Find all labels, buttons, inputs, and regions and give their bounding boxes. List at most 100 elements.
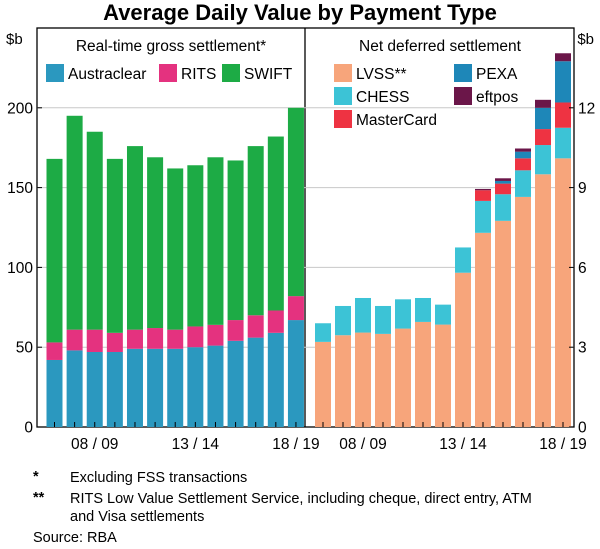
footnote-2-mark: ** [33,490,45,506]
rtgs-bar-rits [66,329,83,351]
rtgs-bar-swift [187,165,204,327]
footnote-1-text: Excluding FSS transactions [70,470,248,486]
dns-bar-lvss [435,324,451,427]
rtgs-legend-label: RITS [181,66,216,83]
dns-legend-swatch [334,64,352,82]
rtgs-y-tick-label: 200 [7,100,33,117]
rtgs-bar-austraclear [187,347,204,427]
rtgs-bar-rits [147,328,164,349]
rtgs-bar-rits [167,329,184,349]
rtgs-bar-austraclear [227,340,244,427]
dns-legend-label: CHESS [356,89,409,106]
dns-bar-chess [415,297,431,322]
rtgs-y-tick-label: 0 [24,420,33,437]
dns-bar-lvss [535,174,551,427]
rtgs-bar-swift [167,168,184,330]
dns-bar-chess [535,145,551,175]
rtgs-bar-swift [287,107,304,297]
dns-bar-chess [495,194,511,221]
dns-bar-lvss [515,196,531,427]
dns-y-tick-label: 9 [578,180,587,197]
dns-legend-label: MasterCard [356,112,437,129]
rtgs-x-tick-label: 13 / 14 [172,436,220,453]
rtgs-bar-swift [247,146,264,316]
dns-legend-swatch [454,87,472,105]
dns-bar-mastercard [515,158,531,171]
dns-bar-lvss [375,333,391,427]
dns-bar-mastercard [495,183,511,195]
rtgs-bar-swift [207,157,224,325]
dns-bar-eftpos [555,53,571,62]
y-unit-left: $b [6,31,23,48]
dns-panel-title: Net deferred settlement [359,38,522,55]
dns-bar-chess [475,200,491,233]
dns-bar-chess [315,323,331,342]
dns-bar-chess [435,304,451,325]
rtgs-bar-austraclear [147,348,164,427]
dns-bar-lvss [335,335,351,427]
rtgs-x-tick-label: 08 / 09 [71,436,118,453]
footnote-1-mark: * [33,469,39,485]
rtgs-bar-austraclear [66,350,83,427]
rtgs-bar-austraclear [46,359,63,427]
rtgs-y-tick-label: 150 [7,180,33,197]
rtgs-bar-swift [267,136,284,311]
dns-legend-swatch [454,64,472,82]
dns-x-tick-label: 18 / 19 [539,436,586,453]
rtgs-bar-swift [106,158,123,333]
dns-x-tick-label: 13 / 14 [439,436,487,453]
dns-legend-label: eftpos [476,89,518,106]
rtgs-bar-swift [86,131,103,330]
source-note: Source: RBA [33,530,117,546]
rtgs-bar-swift [46,158,63,343]
dns-bar-pexa [515,151,531,159]
dns-legend-label: PEXA [476,66,518,83]
footnote-2-text: RITS Low Value Settlement Service, inclu… [70,491,532,525]
rtgs-bar-rits [207,324,224,346]
rtgs-bar-rits [247,315,264,338]
rtgs-panel-title: Real-time gross settlement* [76,38,266,55]
dns-bar-pexa [535,107,551,130]
rtgs-bar-austraclear [287,320,304,427]
rtgs-bar-rits [86,329,103,352]
rtgs-y-tick-label: 50 [16,340,34,357]
rtgs-bar-rits [46,342,63,360]
rtgs-legend-swatch [46,64,64,82]
rtgs-bar-rits [126,329,143,349]
dns-bar-lvss [415,321,431,427]
rtgs-legend-swatch [222,64,240,82]
dns-bar-eftpos [535,99,551,108]
rtgs-bar-rits [267,310,284,333]
dns-bar-pexa [555,61,571,103]
dns-y-tick-label: 12 [578,100,595,117]
dns-x-tick-label: 08 / 09 [339,436,386,453]
dns-y-tick-label: 6 [578,260,587,277]
dns-bar-lvss [395,328,411,427]
chart-title: Average Daily Value by Payment Type [103,0,497,25]
dns-bar-lvss [355,332,371,427]
rtgs-legend-label: Austraclear [68,66,146,83]
rtgs-bar-austraclear [86,351,103,427]
rtgs-x-tick-label: 18 / 19 [272,436,319,453]
rtgs-bar-austraclear [106,351,123,427]
dns-bar-chess [515,170,531,197]
dns-bar-mastercard [555,102,571,128]
dns-bar-pexa [495,180,511,184]
dns-bar-chess [455,247,471,273]
dns-bar-lvss [455,272,471,427]
dns-bar-mastercard [535,129,551,146]
rtgs-bar-austraclear [247,337,264,427]
dns-bar-chess [395,299,411,329]
rtgs-bar-rits [227,320,244,341]
dns-bar-eftpos [515,148,531,152]
rtgs-bar-rits [187,326,204,348]
rtgs-bar-austraclear [167,348,184,427]
dns-bar-chess [355,297,371,333]
dns-legend-swatch [334,110,352,128]
rtgs-bar-rits [106,332,123,352]
rtgs-bar-austraclear [207,345,224,427]
rtgs-bar-swift [147,157,164,329]
dns-bar-lvss [315,341,331,427]
dns-legend-swatch [334,87,352,105]
